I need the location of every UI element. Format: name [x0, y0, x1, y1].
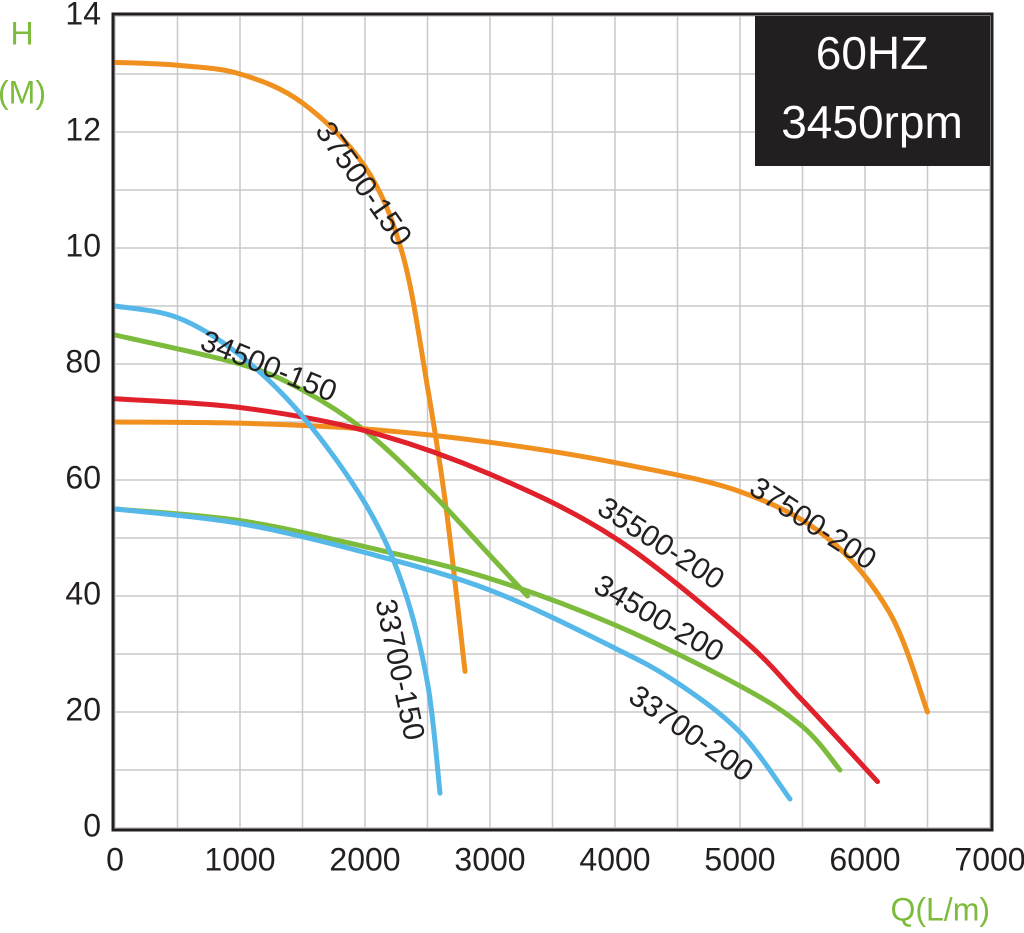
x-tick-label: 2000	[329, 841, 400, 877]
plot-frame	[111, 12, 994, 832]
curve-label: 34500-150	[196, 324, 341, 408]
curve	[112, 506, 843, 773]
curve	[112, 506, 793, 802]
curve-label: 37500-200	[744, 471, 882, 577]
curve-label: 33700-150	[368, 596, 430, 743]
x-tick-label: 5000	[704, 841, 775, 877]
curve-label: 37500-150	[309, 116, 418, 252]
y-axis-label: (M)	[0, 74, 46, 110]
curve	[112, 419, 930, 715]
y-tick-label: 14	[65, 0, 101, 31]
x-tick-label: 7000	[954, 841, 1024, 877]
y-tick-label: 80	[65, 343, 101, 379]
y-tick-label: 0	[83, 807, 101, 843]
y-tick-label: 60	[65, 459, 101, 495]
curves	[112, 59, 930, 802]
y-tick-label: 12	[65, 111, 101, 147]
badge-box	[755, 16, 990, 166]
y-axis-label: H	[10, 15, 33, 51]
badge-line: 3450rpm	[781, 96, 963, 148]
x-tick-label: 4000	[579, 841, 650, 877]
y-tick-label: 20	[65, 691, 101, 727]
x-tick-label: 0	[106, 841, 124, 877]
curve	[112, 303, 443, 796]
curve	[112, 396, 880, 785]
x-tick-label: 1000	[204, 841, 275, 877]
x-axis-label: Q(L/m)	[890, 891, 990, 927]
y-tick-label: 40	[65, 575, 101, 611]
x-tick-label: 3000	[454, 841, 525, 877]
y-tick-label: 10	[65, 227, 101, 263]
badge-line: 60HZ	[816, 27, 928, 79]
x-tick-label: 6000	[829, 841, 900, 877]
